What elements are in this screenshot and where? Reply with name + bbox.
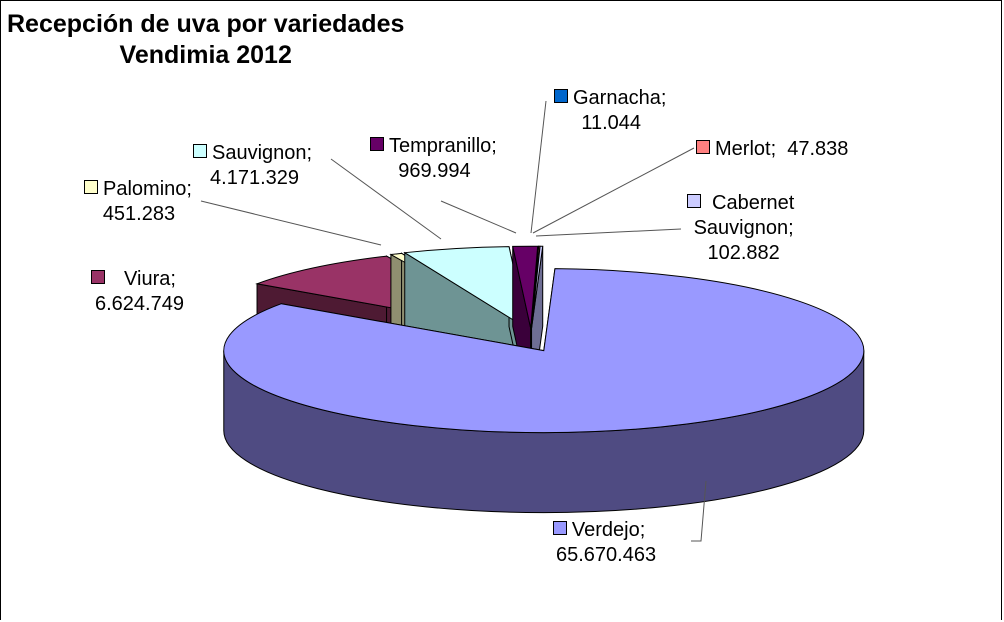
legend-swatch-cabernet-sauvignon bbox=[687, 194, 701, 208]
label-cabernet-value: 102.882 bbox=[707, 242, 780, 264]
label-garnacha: Garnacha; 11.044 bbox=[554, 86, 666, 136]
label-palomino-value: 451.283 bbox=[102, 203, 176, 225]
legend-swatch-merlot bbox=[696, 140, 710, 154]
label-garnacha-name: Garnacha; bbox=[573, 87, 667, 109]
label-cabernet-name-1: Cabernet bbox=[712, 192, 795, 214]
label-verdejo: Verdejo; 65.670.463 bbox=[542, 518, 656, 568]
label-merlot: Merlot; 47.838 bbox=[696, 137, 848, 162]
legend-swatch-garnacha bbox=[554, 89, 568, 103]
leader-line-merlot bbox=[532, 147, 695, 234]
label-sauvignon-name: Sauvignon; bbox=[212, 142, 313, 164]
label-viura-name: Viura; bbox=[124, 268, 176, 290]
slice-sauvignon bbox=[403, 246, 528, 330]
legend-swatch-verdejo bbox=[552, 521, 567, 535]
chart-title-line-1: Recepción de uva por variedades bbox=[7, 10, 405, 38]
chart-title: Recepción de uva por variedades Vendimia… bbox=[7, 9, 404, 71]
label-viura: Viura; 6.624.749 bbox=[83, 267, 184, 317]
label-viura-value: 6.624.749 bbox=[95, 293, 184, 315]
label-verdejo-name: Verdejo; bbox=[571, 519, 646, 541]
legend-swatch-palomino bbox=[84, 180, 98, 194]
slice-verdejo bbox=[223, 268, 865, 434]
label-cabernet-sauvignon: Cabernet Sauvignon; 102.882 bbox=[687, 191, 794, 266]
label-tempranillo: Tempranillo; 969.994 bbox=[370, 134, 497, 184]
chart-title-line-2: Vendimia 2012 bbox=[119, 41, 292, 69]
slice-tempranillo bbox=[512, 245, 539, 329]
leader-line-cabernet-sauvignon bbox=[535, 228, 682, 237]
legend-swatch-tempranillo bbox=[370, 137, 384, 151]
slice-cabernet-sauvignon bbox=[531, 245, 544, 329]
label-sauvignon: Sauvignon; 4.171.329 bbox=[193, 141, 312, 191]
label-tempranillo-value: 969.994 bbox=[398, 160, 471, 182]
legend-swatch-sauvignon bbox=[193, 144, 207, 158]
label-verdejo-value: 65.670.463 bbox=[556, 544, 657, 566]
leader-line-tempranillo bbox=[440, 200, 517, 234]
leader-line-verdejo bbox=[691, 480, 707, 542]
label-garnacha-value: 11.044 bbox=[581, 112, 642, 134]
label-merlot-text: Merlot; 47.838 bbox=[715, 138, 849, 160]
label-cabernet-name-2: Sauvignon; bbox=[693, 217, 794, 239]
leader-line-palomino bbox=[200, 200, 382, 246]
label-palomino-name: Palomino; bbox=[103, 178, 192, 200]
leader-line-garnacha bbox=[530, 100, 547, 234]
label-palomino: Palomino; 451.283 bbox=[84, 177, 192, 227]
leader-line-sauvignon bbox=[330, 158, 442, 240]
label-tempranillo-name: Tempranillo; bbox=[389, 135, 497, 157]
label-sauvignon-value: 4.171.329 bbox=[210, 167, 300, 189]
legend-swatch-viura bbox=[91, 270, 106, 284]
